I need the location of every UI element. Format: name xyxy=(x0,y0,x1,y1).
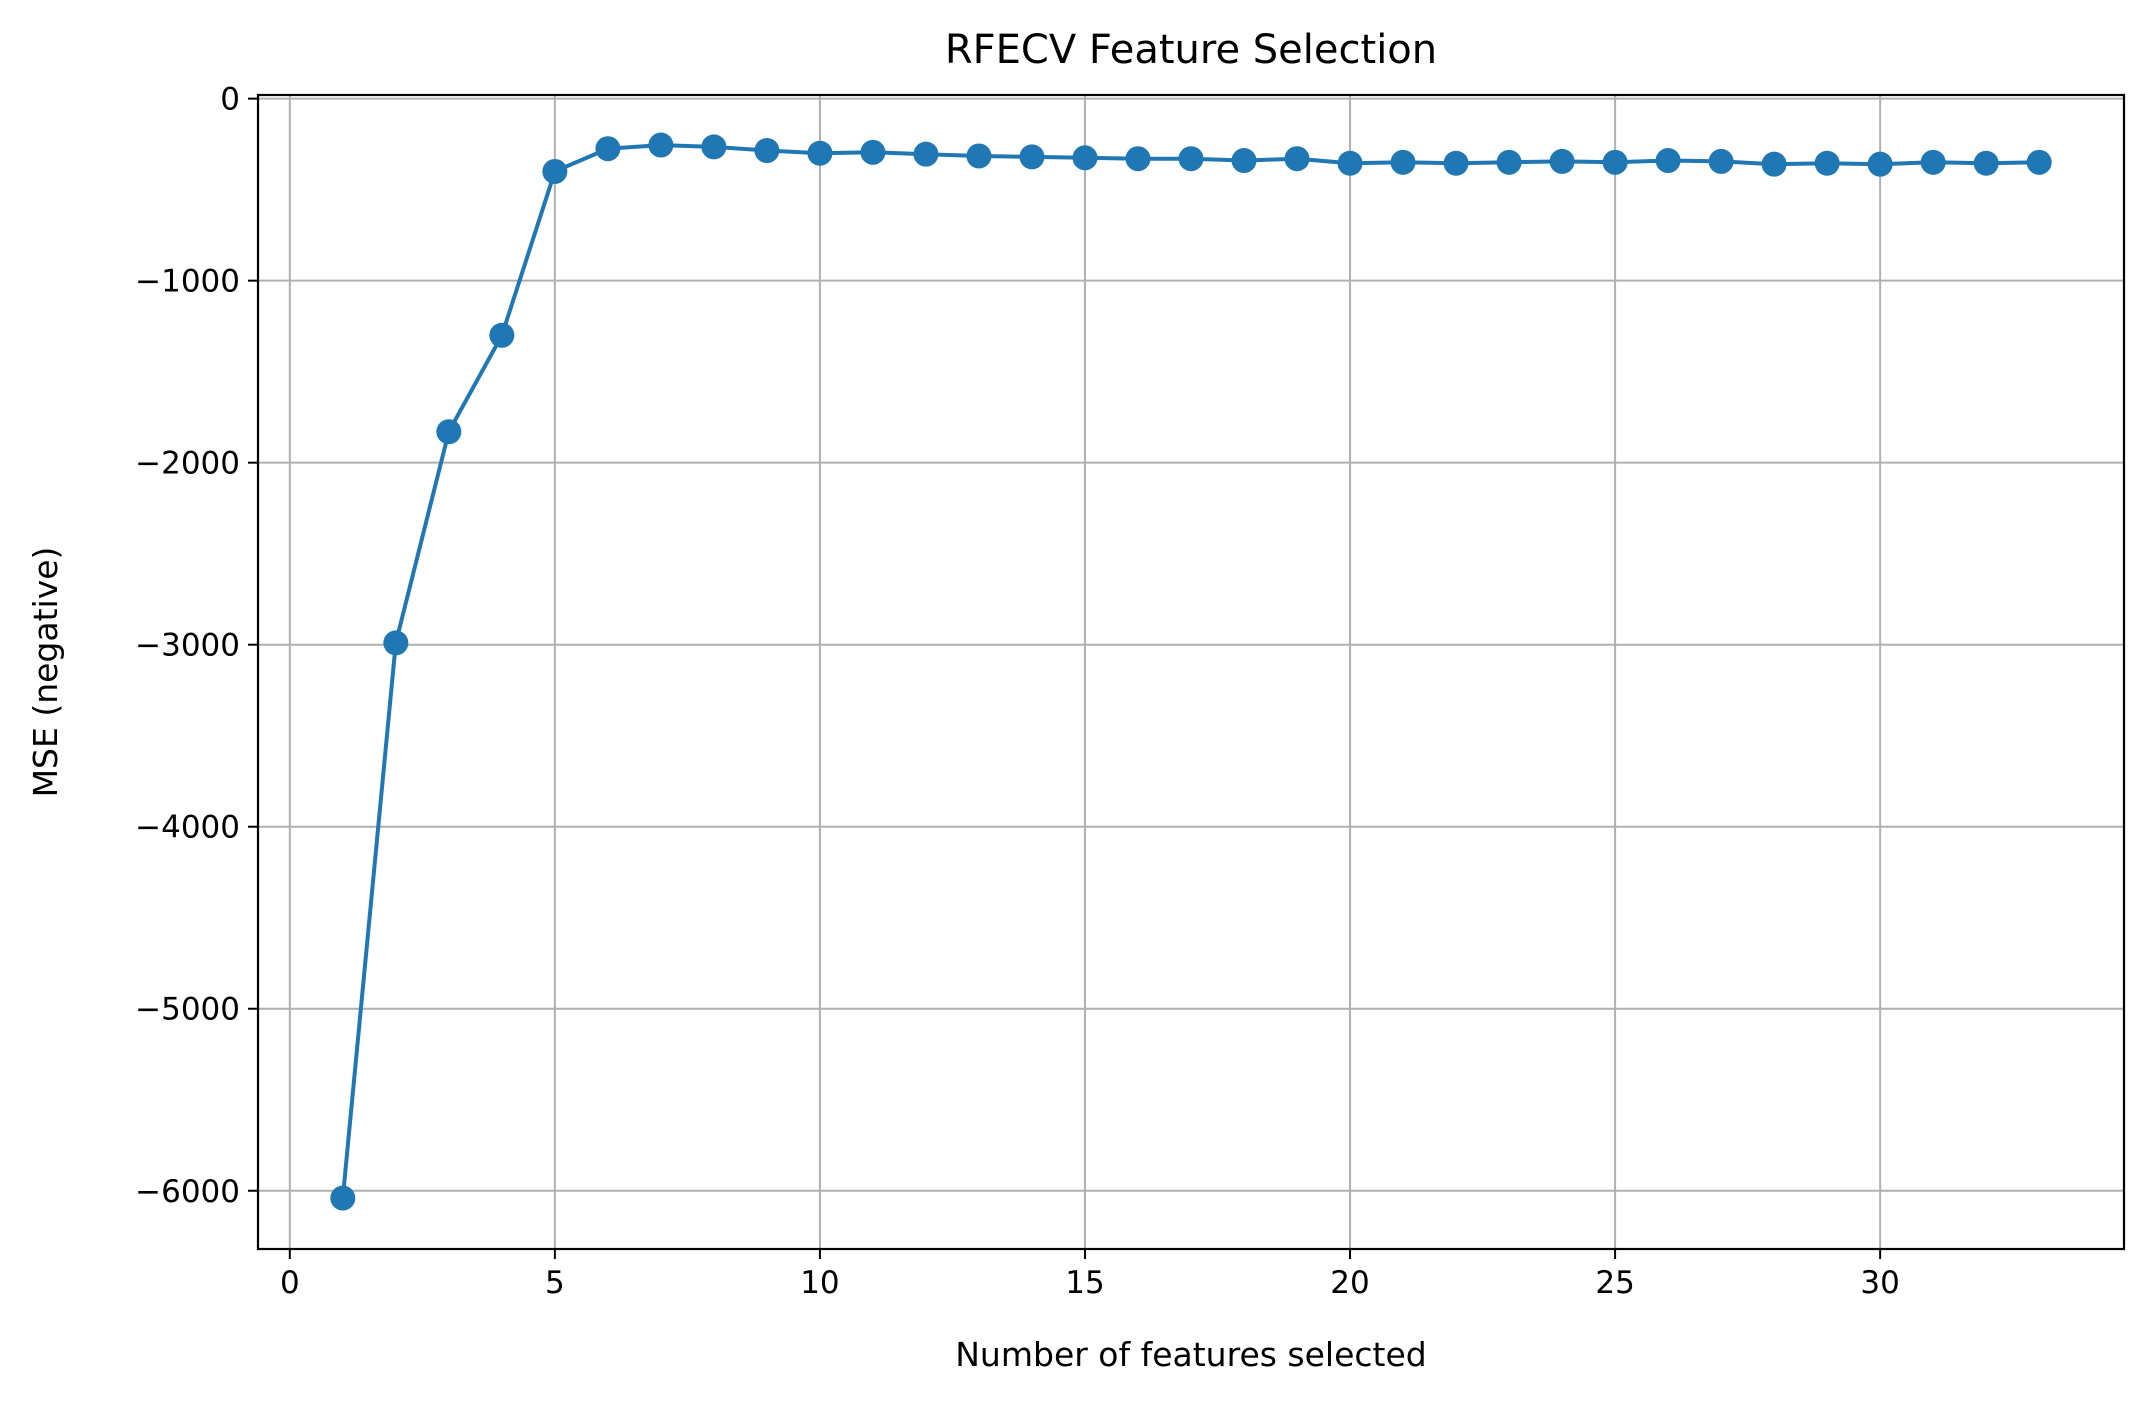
data-point xyxy=(1549,148,1575,174)
data-point xyxy=(1814,150,1840,176)
y-tick-label: −1000 xyxy=(135,264,240,300)
data-point xyxy=(1867,151,1893,177)
plot-frame xyxy=(256,93,2126,1251)
x-tick-label: 15 xyxy=(1065,1265,1104,1301)
data-point xyxy=(1708,148,1734,174)
data-point xyxy=(1231,148,1257,174)
y-tick-label: −3000 xyxy=(135,628,240,664)
x-tick-label: 0 xyxy=(280,1265,300,1301)
data-point xyxy=(383,630,409,656)
data-point xyxy=(1920,149,1946,175)
data-point xyxy=(1655,148,1681,174)
x-axis-label: Number of features selected xyxy=(955,1335,1426,1374)
grid xyxy=(258,95,2124,1249)
chart-title: RFECV Feature Selection xyxy=(945,27,1437,73)
data-point xyxy=(595,136,621,162)
y-tick-label: 0 xyxy=(220,82,240,118)
data-point xyxy=(1496,149,1522,175)
data-point xyxy=(701,134,727,160)
data-point xyxy=(1602,149,1628,175)
ticks: 0 5 10 15 20 25 30 0 −1000 −2000 −3000 −4000 −5000 −6… xyxy=(135,82,1900,1301)
y-tick-label: −5000 xyxy=(135,992,240,1028)
series-layer xyxy=(330,132,2052,1211)
data-point xyxy=(436,419,462,445)
data-point xyxy=(807,140,833,166)
data-point xyxy=(860,139,886,165)
data-point xyxy=(1072,145,1098,171)
y-tick-label: −6000 xyxy=(135,1174,240,1210)
x-tick-label: 20 xyxy=(1330,1265,1369,1301)
x-tick-label: 5 xyxy=(545,1265,565,1301)
data-point xyxy=(1390,149,1416,175)
x-tick-label: 10 xyxy=(800,1265,839,1301)
data-point xyxy=(1973,150,1999,176)
data-point xyxy=(648,132,674,158)
data-point xyxy=(913,141,939,167)
data-point xyxy=(1443,150,1469,176)
data-point xyxy=(1019,144,1045,170)
data-point xyxy=(489,322,515,348)
data-point xyxy=(1337,150,1363,176)
y-tick-label: −2000 xyxy=(135,446,240,482)
x-tick-label: 25 xyxy=(1595,1265,1634,1301)
x-tick-label: 30 xyxy=(1860,1265,1899,1301)
data-point xyxy=(1761,151,1787,177)
data-point xyxy=(1284,146,1310,172)
y-axis-label: MSE (negative) xyxy=(26,547,65,798)
data-point xyxy=(1178,146,1204,172)
data-point xyxy=(2026,149,2052,175)
data-point xyxy=(966,143,992,169)
data-point xyxy=(330,1185,356,1211)
data-point xyxy=(754,138,780,164)
data-point xyxy=(1125,146,1151,172)
data-point xyxy=(542,158,568,184)
y-tick-label: −4000 xyxy=(135,810,240,846)
